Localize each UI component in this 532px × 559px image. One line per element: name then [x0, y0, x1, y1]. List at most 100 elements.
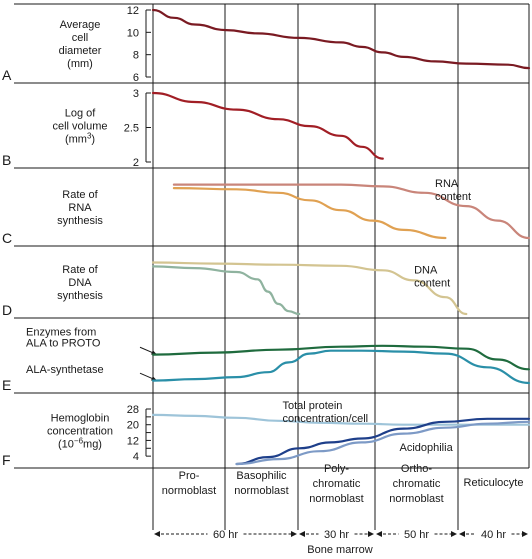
duration-arrow-head: [299, 531, 305, 537]
y-tick-label: 3: [133, 88, 139, 100]
ylabel-line: Average: [60, 19, 101, 31]
y-tick-label: 12: [127, 5, 139, 17]
curve-layer: [151, 8, 531, 466]
stage-line: normoblast: [389, 493, 443, 505]
ylabel-line: DNA: [68, 277, 92, 289]
series-line: [235, 417, 531, 466]
series-line: [172, 187, 447, 240]
annotation-line: content: [435, 191, 471, 203]
duration-arrow-head: [368, 531, 374, 537]
y-tick-label: 2: [133, 157, 139, 169]
annotation-line: concentration/cell: [283, 413, 369, 425]
ylabel-sup: −6: [74, 437, 84, 446]
duration-label: 30 hr: [324, 529, 349, 541]
location-label: Bone marrow: [307, 544, 372, 556]
stage-line: Pro-: [179, 470, 200, 482]
stage-label: Ortho-chromatic normoblast: [389, 463, 443, 505]
panel-letter: E: [2, 377, 11, 393]
ylabel-line: Log of: [65, 108, 97, 120]
annotation: Acidophilia: [399, 442, 453, 454]
duration-label: 40 hr: [481, 529, 506, 541]
ylabel-close: ): [91, 134, 95, 146]
ylabel-line: (10−6mg): [58, 437, 102, 451]
ylabel-rest: mg): [83, 439, 102, 451]
panel-ylabel: Rate of DNA synthesis: [57, 264, 103, 302]
annotation-line: ALA to PROTO: [26, 337, 101, 349]
stage-line: Poly-: [324, 463, 349, 475]
annotation-line: ALA-synthetase: [26, 364, 104, 376]
duration-label: 60 hr: [213, 529, 238, 541]
ylabel-line: concentration: [47, 426, 113, 438]
arrow-head: [151, 376, 157, 381]
annotation: RNA content: [435, 178, 471, 203]
stage-label: Reticulocyte: [464, 477, 524, 489]
annotation: DNA content: [414, 265, 450, 290]
stage-line: Reticulocyte: [464, 477, 524, 489]
ylabel-line: Rate of: [62, 264, 98, 276]
duration-arrow-head: [154, 531, 160, 537]
ylabel-line: synthesis: [57, 290, 103, 302]
annotation-line: Enzymes from: [26, 326, 96, 338]
annotation-line: Acidophilia: [399, 442, 453, 454]
series-line: [172, 183, 531, 240]
ylabel-line: synthesis: [57, 215, 103, 227]
duration-arrow-head: [376, 531, 382, 537]
ylabel-line: RNA: [68, 202, 92, 214]
ylabel-line: cell volume: [52, 121, 107, 133]
panel-ylabel: Rate of RNA synthesis: [57, 189, 103, 227]
annotation: Total protein concentration/cell: [283, 400, 369, 425]
stage-label: Poly-chromatic normoblast: [309, 463, 363, 505]
y-tick-label: 10: [127, 27, 139, 39]
stage-line: normoblast: [309, 493, 363, 505]
ylabel-line: Rate of: [62, 189, 98, 201]
stage-line: chromatic: [393, 478, 441, 490]
stage-line: chromatic: [313, 478, 361, 490]
stage-label: Basophilic normoblast: [234, 470, 288, 497]
panel-letter: B: [2, 152, 11, 168]
annotation-line: DNA: [414, 265, 438, 277]
panel-ylabel: Average cell diameter (mm): [59, 19, 102, 70]
duration-arrow-head: [459, 531, 465, 537]
panel-letter: A: [2, 67, 12, 83]
y-tick-label: 28: [127, 404, 139, 416]
ylabel-sup: 3: [87, 132, 92, 141]
y-tick-label: 12: [127, 435, 139, 447]
y-tick-label: 2.5: [124, 123, 139, 135]
frame-layer: [14, 3, 530, 537]
stage-line: Basophilic: [236, 470, 287, 482]
y-tick-label: 20: [127, 420, 139, 432]
stage-line: normoblast: [234, 485, 288, 497]
annotation-line: RNA: [435, 178, 459, 190]
annotation: Enzymes from: [26, 326, 96, 338]
panel-ylabel: Log of cell volume (mm3): [52, 108, 107, 146]
duration-arrow-head: [291, 531, 297, 537]
y-tick-label: 4: [133, 451, 139, 463]
series-line: [151, 265, 301, 316]
ylabel-line: cell: [72, 32, 89, 44]
stage-line: normoblast: [162, 485, 216, 497]
annotation: ALA-synthetase: [26, 364, 104, 376]
stage-line: Ortho-: [401, 463, 433, 475]
panel-letter: D: [2, 302, 12, 318]
ylabel-line: (mm3): [65, 132, 95, 146]
series-line: [151, 91, 384, 160]
series-line: [151, 344, 531, 371]
panel-ylabel: Hemoglobin concentration (10−6mg): [47, 413, 113, 451]
annotation: ALA to PROTO: [26, 337, 101, 349]
duration-label: 50 hr: [404, 529, 429, 541]
duration-arrow-head: [451, 531, 457, 537]
annotation-line: Total protein: [283, 400, 343, 412]
panel-letter: F: [2, 452, 11, 468]
ylabel-line: diameter: [59, 45, 102, 57]
series-line: [151, 349, 531, 385]
ylabel-line: Hemoglobin: [51, 413, 110, 425]
panel-letter: C: [2, 230, 12, 246]
series-line: [151, 261, 468, 316]
series-line: [151, 8, 531, 70]
y-tick-label: 6: [133, 72, 139, 84]
y-tick-label: 8: [133, 50, 139, 62]
stage-label: Pro-normoblast: [162, 470, 216, 497]
annotation-line: content: [414, 278, 450, 290]
